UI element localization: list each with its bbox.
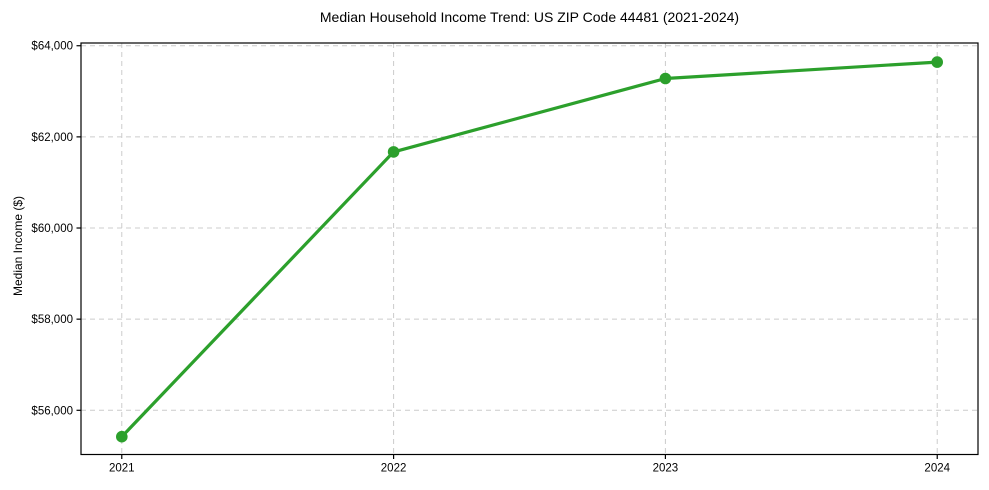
income-trend-line — [120, 60, 939, 439]
y-tick-label: $64,000 — [31, 41, 73, 53]
axes-border — [80, 42, 979, 456]
data-point-2021 — [116, 430, 128, 443]
data-point-2024 — [931, 56, 943, 68]
x-tick-label: 2024 — [924, 463, 950, 475]
y-tick-label: $58,000 — [31, 314, 73, 326]
x-tick-label: 2023 — [653, 463, 679, 475]
data-point-2022 — [387, 146, 400, 158]
x-tick-label: 2021 — [109, 463, 135, 475]
chart-title: Median Household Income Trend: US ZIP Co… — [319, 9, 740, 25]
y-tick-label: $56,000 — [31, 405, 73, 417]
y-tick-label: $62,000 — [31, 132, 73, 144]
y-tick-label: $60,000 — [31, 223, 73, 235]
x-tick-label: 2022 — [381, 463, 407, 475]
data-point-2023 — [659, 72, 672, 85]
